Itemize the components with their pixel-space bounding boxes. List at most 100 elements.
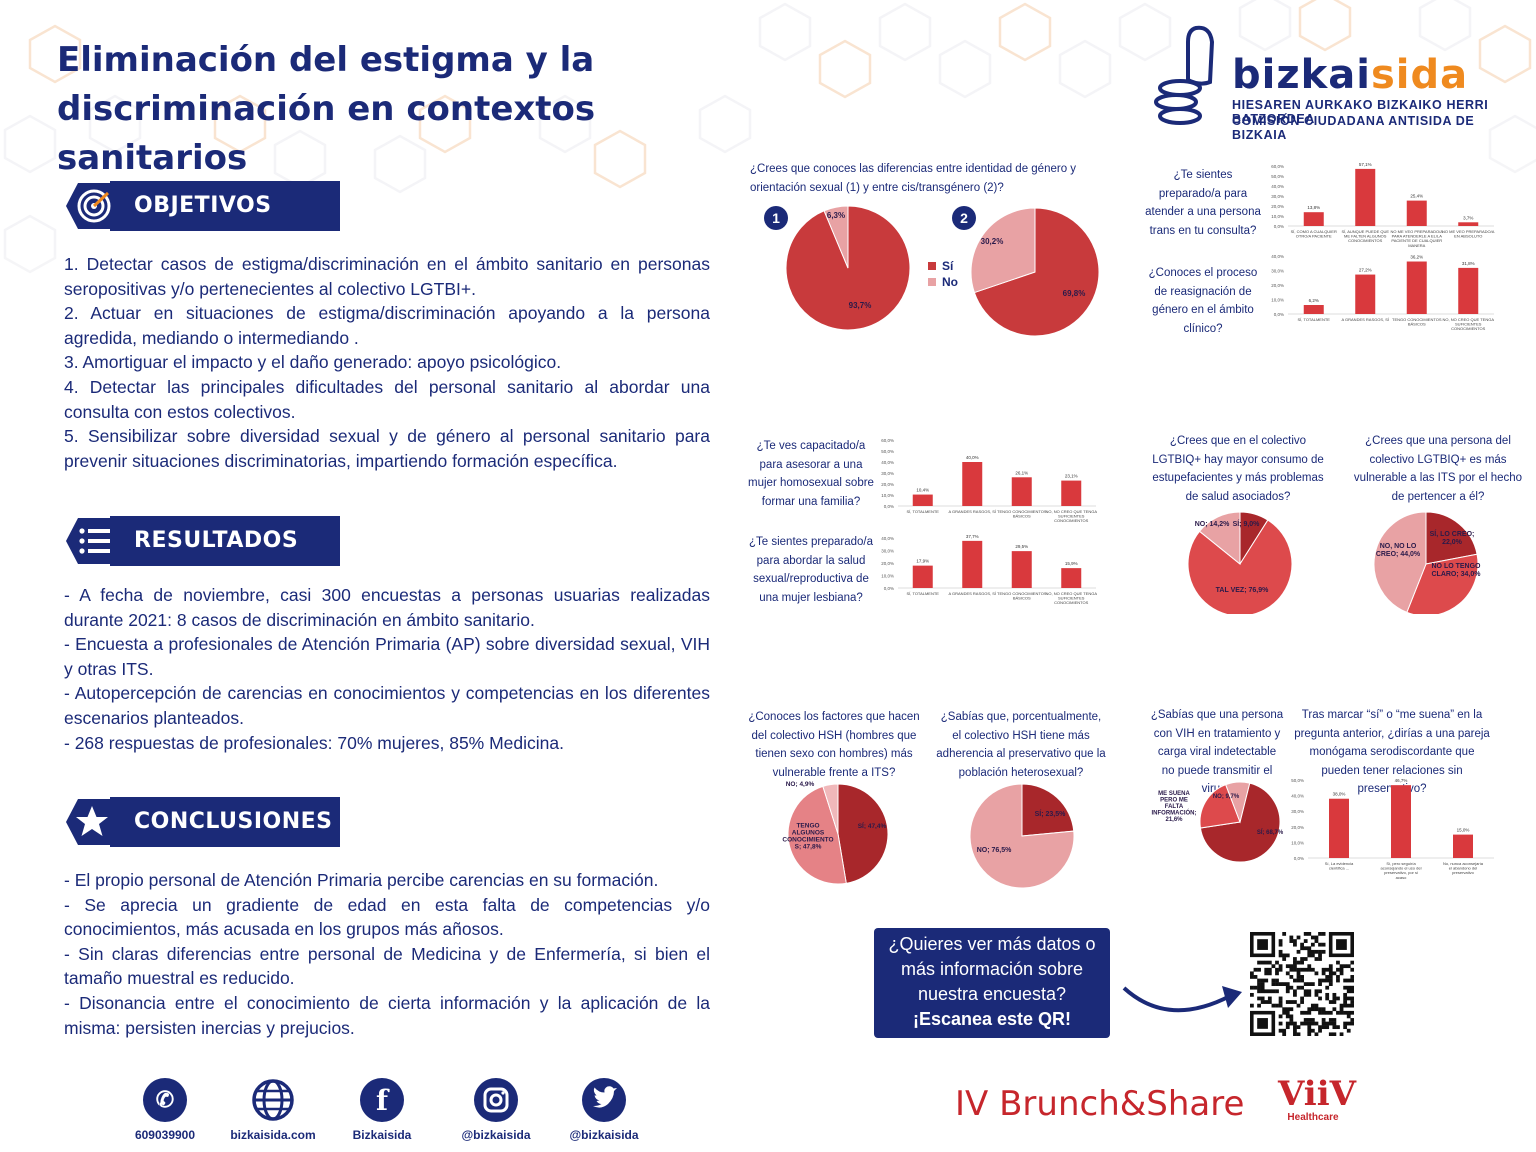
- qr-module: [1346, 996, 1351, 1001]
- qr-module: [1278, 942, 1283, 947]
- qr-module: [1285, 1007, 1290, 1012]
- qr-finder-core: [1257, 939, 1268, 950]
- qr-module: [1336, 978, 1340, 983]
- qr-module: [1289, 1014, 1294, 1019]
- chart-pie-identidad: 93,7% 6,3% 1: [764, 205, 911, 331]
- qr-module: [1325, 1025, 1330, 1030]
- x-tick-label-line: SÍ, TOTALMENTE: [1298, 317, 1331, 322]
- y-tick-label: 0,0%: [884, 586, 894, 591]
- social-instagram[interactable]: @bizkaisida: [451, 1078, 541, 1142]
- qr-module: [1310, 949, 1315, 954]
- chart-pie-hsh-factores: SÍ; 47,4% TENGO ALGUNOS CONOCIMIENTO S; 47,8…: [782, 781, 889, 885]
- qr-module: [1332, 1025, 1337, 1030]
- qr-finder-core: [1336, 939, 1347, 950]
- event-name: IV Brunch&Share: [955, 1084, 1245, 1124]
- y-tick-label: 0,0%: [884, 504, 894, 509]
- qr-module: [1296, 971, 1301, 976]
- qr-module: [1350, 1010, 1354, 1015]
- qr-module: [1289, 975, 1294, 979]
- qr-module: [1318, 1025, 1322, 1030]
- x-tick-label-line: Sí, pero seguiría: [1386, 861, 1416, 866]
- qr-module: [1310, 953, 1315, 958]
- pie-label-line: 93,7%: [849, 301, 872, 310]
- social-twitter[interactable]: @bizkaisida: [559, 1078, 649, 1142]
- qr-module: [1250, 971, 1254, 976]
- bar: [912, 494, 933, 506]
- y-tick-label: 30,0%: [1271, 269, 1284, 274]
- qr-module: [1285, 953, 1290, 958]
- pie-label-line: TENGO: [796, 822, 819, 829]
- qr-module: [1267, 996, 1272, 1001]
- qr-code[interactable]: [1250, 932, 1354, 1036]
- globe-icon: [251, 1078, 295, 1122]
- qr-module: [1310, 1018, 1315, 1022]
- qr-module: [1264, 989, 1269, 994]
- x-tick-label: SÍ, TOTALMENTE: [907, 509, 940, 514]
- qr-module: [1310, 1021, 1315, 1026]
- qr-module: [1314, 1003, 1319, 1008]
- qr-module: [1271, 982, 1276, 986]
- question-identidad: ¿Crees que conoces las diferencias entre…: [750, 163, 1077, 194]
- qr-module: [1307, 982, 1312, 986]
- title-line-1: Eliminación del estigma y la: [57, 40, 595, 80]
- qr-module: [1260, 982, 1265, 986]
- question-its: ¿Crees que una persona del colectivo LGT…: [1353, 435, 1523, 503]
- x-tick-label-line: SÍ, AUNQUE PUEDE QUE: [1341, 229, 1389, 234]
- x-tick-label-line: BÁSICOS: [1013, 514, 1031, 519]
- question-familia: ¿Te ves capacitado/a para asesorar a una…: [748, 440, 874, 508]
- qr-module: [1321, 949, 1326, 954]
- qr-module: [1300, 967, 1304, 972]
- pie-label-line: 22,0%: [1442, 539, 1463, 546]
- number-badge-label: 1: [772, 210, 780, 226]
- qr-module: [1343, 1021, 1348, 1026]
- qr-module: [1321, 1025, 1326, 1030]
- qr-module: [1310, 1007, 1315, 1012]
- qr-module: [1300, 1000, 1304, 1004]
- qr-module: [1285, 1021, 1290, 1026]
- pie-slice: [970, 207, 1036, 294]
- qr-module: [1285, 985, 1290, 990]
- social-web[interactable]: bizkaisida.com: [228, 1078, 318, 1142]
- qr-module: [1257, 978, 1261, 983]
- qr-module: [1275, 978, 1279, 983]
- qr-module: [1332, 1007, 1337, 1012]
- qr-module: [1314, 949, 1319, 954]
- bar: [1329, 798, 1349, 858]
- qr-module: [1332, 971, 1337, 976]
- social-whatsapp[interactable]: ✆ 609039900: [120, 1078, 210, 1142]
- y-tick-label: 0,0%: [1274, 312, 1284, 317]
- pie-label-line: NO, NO LO: [1380, 543, 1417, 550]
- qr-module: [1325, 967, 1330, 972]
- qr-module: [1336, 996, 1340, 1001]
- qr-module: [1339, 964, 1344, 969]
- qr-module: [1271, 978, 1276, 983]
- qr-module: [1332, 1000, 1337, 1004]
- qr-module: [1307, 964, 1312, 969]
- qr-module: [1321, 932, 1326, 936]
- x-tick-label-line: CONOCIMIENTOS: [1054, 518, 1088, 523]
- pie-label: NO; 76,5%: [977, 847, 1012, 854]
- qr-module: [1332, 996, 1337, 1001]
- qr-module: [1314, 939, 1319, 943]
- qr-module: [1307, 967, 1312, 972]
- qr-module: [1278, 953, 1283, 958]
- qr-module: [1328, 975, 1333, 979]
- qr-module: [1293, 978, 1297, 983]
- qr-module: [1300, 960, 1304, 965]
- qr-module: [1264, 978, 1269, 983]
- bar: [1406, 200, 1427, 226]
- instagram-icon: [474, 1078, 518, 1122]
- social-facebook[interactable]: f Bizkaisida: [337, 1078, 427, 1142]
- facebook-icon: f: [360, 1078, 404, 1122]
- x-tick-label-line: MANERA: [1408, 243, 1425, 248]
- qr-text-emphasis: ¡Escanea este QR!: [912, 1009, 1072, 1029]
- chart-pie-vih: SÍ; 68,7% ME SUENA PERO ME FALTA INFORMACIÓN…: [1152, 781, 1284, 863]
- resultado-item: - 268 respuestas de profesionales: 70% m…: [64, 732, 564, 753]
- x-tick-label: No, nunca aconsejaría el abandono del pres…: [1443, 861, 1484, 875]
- legend-swatch: [928, 262, 936, 270]
- social-label: @bizkaisida: [461, 1128, 531, 1142]
- qr-module: [1321, 1007, 1326, 1012]
- x-tick-label-line: acaso: [1396, 875, 1407, 880]
- qr-call-to-action: ¿Quieres ver más datos o más información…: [874, 928, 1110, 1038]
- qr-module: [1314, 989, 1319, 994]
